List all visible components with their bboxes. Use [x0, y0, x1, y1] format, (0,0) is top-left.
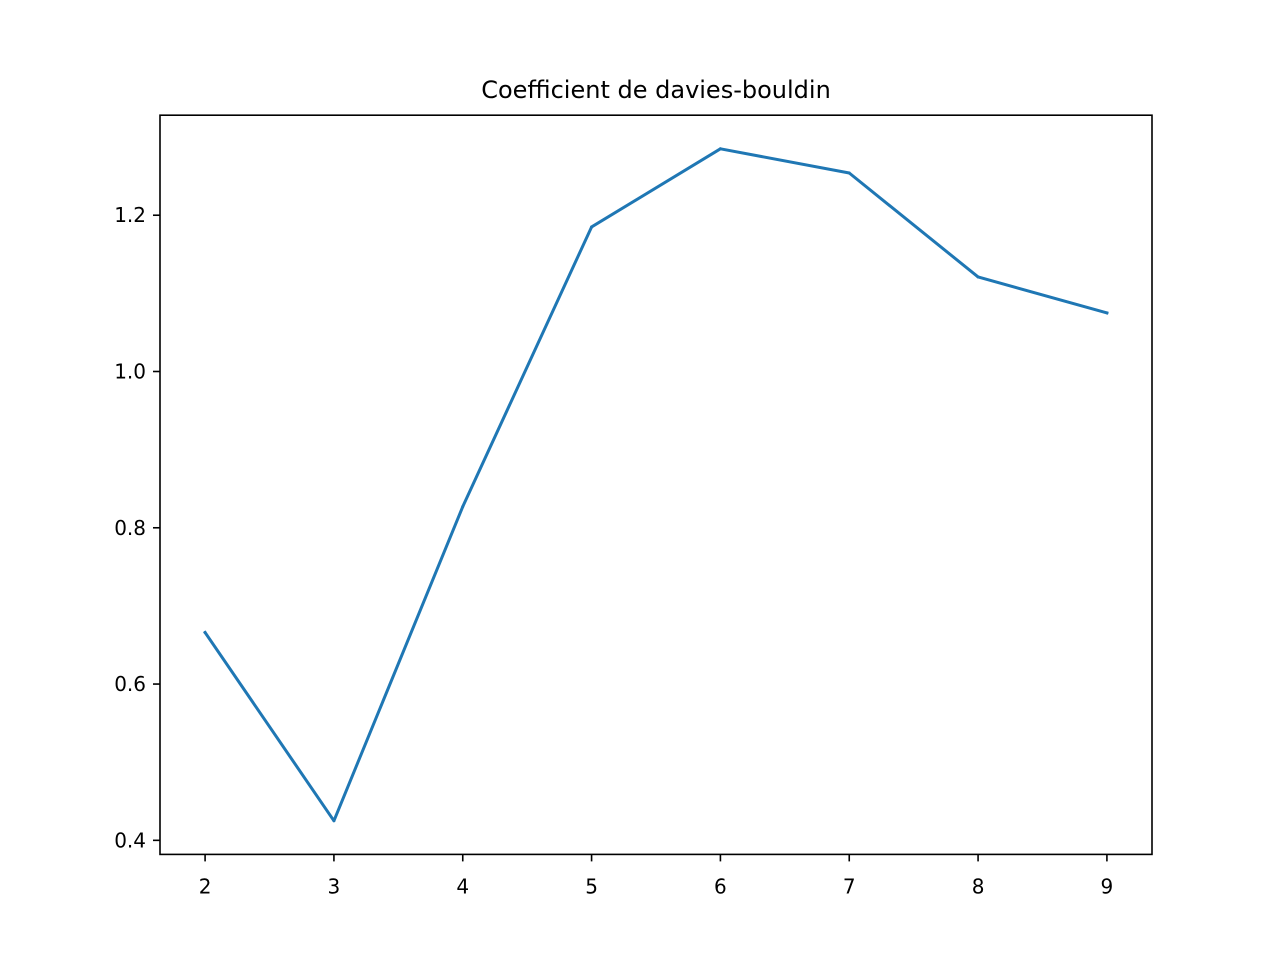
data-point [461, 505, 465, 509]
y-axis: 0.4 0.6 0.8 1.0 1.2 [114, 203, 160, 852]
x-tick-label: 8 [972, 874, 985, 898]
chart-title: Coefficient de davies-bouldin [481, 76, 831, 104]
data-point [976, 275, 980, 279]
x-axis: 2 3 4 5 6 7 8 9 [199, 854, 1114, 898]
data-point [718, 147, 722, 151]
x-tick-label: 5 [585, 874, 598, 898]
data-point [203, 630, 207, 634]
series-line [203, 147, 1109, 823]
y-tick-label: 1.0 [114, 359, 146, 383]
data-point [332, 819, 336, 823]
x-tick-label: 4 [456, 874, 469, 898]
x-tick-label: 2 [199, 874, 212, 898]
data-point [1105, 311, 1109, 315]
y-tick-label: 0.8 [114, 516, 146, 540]
x-tick-label: 7 [843, 874, 856, 898]
data-point [590, 225, 594, 229]
x-tick-label: 6 [714, 874, 727, 898]
x-tick-label: 9 [1101, 874, 1114, 898]
x-tick-label: 3 [328, 874, 341, 898]
data-point [847, 171, 851, 175]
y-tick-label: 0.4 [114, 828, 146, 852]
y-tick-label: 0.6 [114, 672, 146, 696]
series-layer [203, 147, 1109, 823]
plot-area-frame [159, 114, 1153, 856]
y-tick-label: 1.2 [114, 203, 146, 227]
